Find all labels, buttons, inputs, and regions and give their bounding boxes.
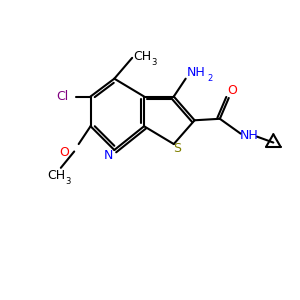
Text: 3: 3 — [152, 58, 157, 67]
Text: S: S — [173, 142, 181, 155]
Text: O: O — [59, 146, 69, 160]
Text: 2: 2 — [207, 74, 213, 83]
Text: 3: 3 — [66, 177, 71, 186]
Text: O: O — [227, 84, 237, 97]
Text: NH: NH — [240, 129, 259, 142]
Text: CH: CH — [134, 50, 152, 63]
Text: CH: CH — [47, 169, 65, 182]
Text: Cl: Cl — [56, 90, 68, 103]
Text: N: N — [104, 149, 113, 162]
Text: NH: NH — [187, 66, 206, 79]
